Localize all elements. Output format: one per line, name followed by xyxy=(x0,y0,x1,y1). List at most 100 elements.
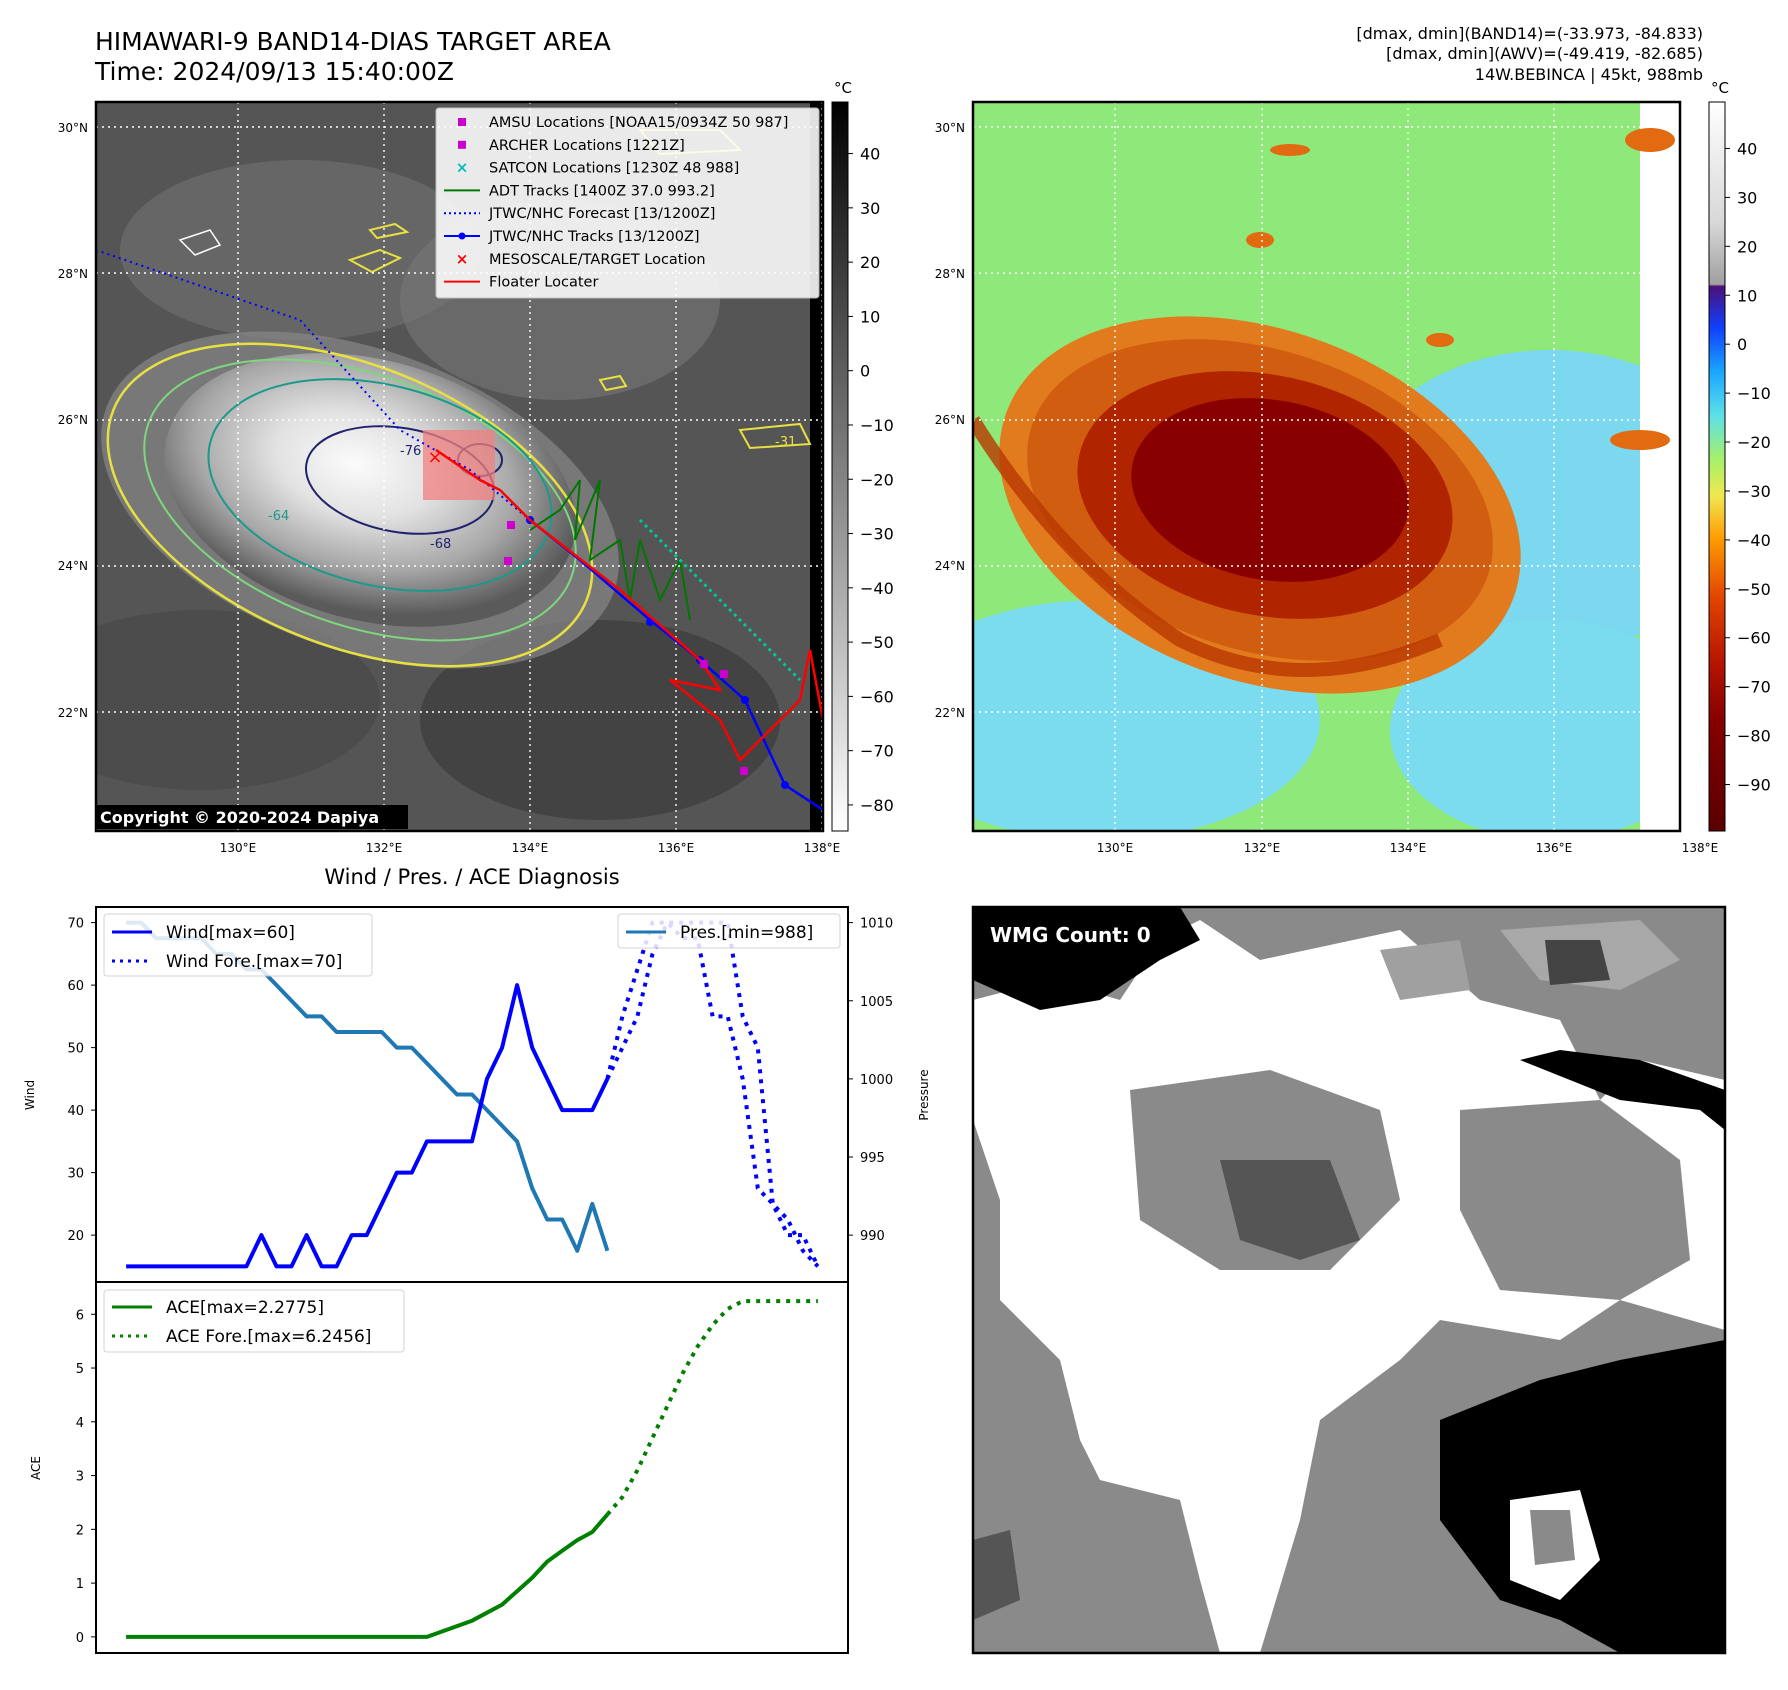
aceTicks-label-5: 1 xyxy=(76,1577,84,1592)
legend-marker-6: × xyxy=(456,250,469,268)
legend-label-7: Floater Locater xyxy=(489,275,598,291)
amsu-archer-markers xyxy=(504,521,748,775)
legend-label-2: SATCON Locations [1230Z 48 988] xyxy=(489,161,739,177)
wind-legend: Wind[max=60] Wind Fore.[max=70] xyxy=(103,913,373,977)
legend-marker-0 xyxy=(458,118,466,126)
map1-lat-labels: 30°N 28°N 26°N 24°N 22°N xyxy=(58,121,88,720)
aceTicks-label-4: 2 xyxy=(76,1523,84,1538)
svg-text:22°N: 22°N xyxy=(58,706,88,720)
grayTicks-label-12: −80 xyxy=(860,796,894,815)
legend-ace-label: ACE[max=2.2775] xyxy=(166,1298,324,1318)
map2-gridlines xyxy=(973,102,1680,831)
aceTicks-label-1: 5 xyxy=(76,1362,84,1377)
svg-text:26°N: 26°N xyxy=(935,413,965,427)
colorTicks-label-13: −90 xyxy=(1737,776,1771,795)
svg-text:22°N: 22°N xyxy=(935,706,965,720)
legend-label-3: ADT Tracks [1400Z 37.0 993.2] xyxy=(489,183,715,199)
pressure-axis-label: Pressure xyxy=(917,1069,931,1120)
storm-core xyxy=(1131,398,1409,582)
grayTicks-label-3: 10 xyxy=(860,307,880,326)
colorTicks-label-1: 30 xyxy=(1737,188,1757,207)
svg-text:130°E: 130°E xyxy=(220,841,257,855)
svg-text:130°E: 130°E xyxy=(1097,841,1134,855)
grayTicks-label-8: −40 xyxy=(860,579,894,598)
wmg-count-badge xyxy=(980,918,1170,952)
legend-label-6: MESOSCALE/TARGET Location xyxy=(489,252,706,268)
colorTicks-label-7: −30 xyxy=(1737,482,1771,501)
copyright-box xyxy=(96,805,408,829)
svg-text:24°N: 24°N xyxy=(58,559,88,573)
svg-text:°C: °C xyxy=(834,79,852,97)
colorTicks-label-4: 0 xyxy=(1737,335,1747,354)
colorTicks-label-9: −50 xyxy=(1737,580,1771,599)
svg-text:134°E: 134°E xyxy=(1390,841,1427,855)
contour-label-2: -64 xyxy=(268,509,289,524)
contour-label-3: -68 xyxy=(430,537,451,552)
ace-legend: ACE[max=2.2775] ACE Fore.[max=6.2456] xyxy=(103,1289,405,1353)
pressure-right-ticks: 1010 1005 1000 995 990 xyxy=(848,917,893,1244)
svg-text:134°E: 134°E xyxy=(512,841,549,855)
windTicksR-label-2: 1000 xyxy=(860,1073,893,1088)
storm-cloud-mass xyxy=(164,353,576,627)
svg-text:30°N: 30°N xyxy=(935,121,965,135)
legend-wind-label: Wind[max=60] xyxy=(166,923,295,943)
svg-text:132°E: 132°E xyxy=(1244,841,1281,855)
legend-marker-1 xyxy=(458,140,466,149)
svg-text:30°N: 30°N xyxy=(58,121,88,135)
colorbar-gray: °C 40 30 20 10 0 −10 −20 −30 −40 −50 −60 −70 −80 xyxy=(831,79,894,832)
outer-rainband xyxy=(973,416,1443,677)
map2-frame xyxy=(971,100,1682,833)
grayTicks-label-6: −20 xyxy=(860,470,894,489)
target-marker: × xyxy=(427,447,442,468)
colorTicks-label-0: 40 xyxy=(1737,139,1757,158)
grayTicks-label-2: 20 xyxy=(860,253,880,272)
wind-axis-label: Wind xyxy=(23,1080,37,1110)
svg-text:138°E: 138°E xyxy=(1682,841,1719,855)
wmg-panel: WMG Count: 0 xyxy=(973,907,1725,1653)
contour-green xyxy=(143,358,577,642)
aceTicks-label-0: 6 xyxy=(76,1308,84,1323)
windTicksL-label-5: 20 xyxy=(67,1229,84,1244)
grayTicks-label-4: 0 xyxy=(860,362,870,381)
legend-label-0: AMSU Locations [NOAA15/0934Z 50 987] xyxy=(489,115,788,131)
svg-text:26°N: 26°N xyxy=(58,413,88,427)
windTicksL-label-4: 30 xyxy=(67,1167,84,1182)
wmg-count-label: WMG Count: 0 xyxy=(990,923,1151,947)
grayTicks-label-5: −10 xyxy=(860,416,894,435)
legend-pres-label: Pres.[min=988] xyxy=(680,923,813,943)
contour-teal xyxy=(207,378,553,592)
legend-label-1: ARCHER Locations [1221Z] xyxy=(489,138,685,154)
svg-text:28°N: 28°N xyxy=(935,267,965,281)
colorTicks-label-11: −70 xyxy=(1737,678,1771,697)
windTicksR-label-4: 990 xyxy=(860,1229,885,1244)
legend-marker-dot-5 xyxy=(458,232,466,240)
contour-yellow xyxy=(106,342,594,668)
colorTicks-label-3: 10 xyxy=(1737,286,1757,305)
wind-left-ticks: 70 60 50 40 30 20 xyxy=(67,917,96,1244)
map1-frame xyxy=(94,100,825,833)
wmg-dark-region xyxy=(1220,1160,1360,1260)
floater-locater xyxy=(435,448,823,763)
svg-text:136°E: 136°E xyxy=(1536,841,1573,855)
adt-track xyxy=(529,479,691,621)
aceTicks-label-6: 0 xyxy=(76,1631,84,1646)
storm-info: 14W.BEBINCA | 45kt, 988mb xyxy=(1475,65,1703,84)
windTicksL-label-2: 50 xyxy=(67,1042,84,1057)
colorTicks-label-2: 20 xyxy=(1737,237,1757,256)
map2-lat-labels: 30°N 28°N 26°N 24°N 22°N xyxy=(935,121,965,720)
contour-label-4: -31 xyxy=(775,435,796,450)
grayTicks-label-11: −70 xyxy=(860,742,894,761)
svg-text:138°E: 138°E xyxy=(804,841,841,855)
aceTicks-label-3: 3 xyxy=(76,1470,84,1485)
ace-left-ticks: 6 5 4 3 2 1 0 xyxy=(76,1308,96,1646)
band14-range: [dmax, dmin](BAND14)=(-33.973, -84.833) xyxy=(1356,24,1703,43)
colorbar-color: °C 40 30 20 10 0 −10 −20 −30 −40 −50 −60 −70 −80 −90 xyxy=(1708,79,1771,832)
aceTicks-label-2: 4 xyxy=(76,1416,84,1431)
awv-range: [dmax, dmin](AWV)=(-49.419, -82.685) xyxy=(1386,44,1703,63)
windTicksR-label-3: 995 xyxy=(860,1151,885,1166)
figure-time: Time: 2024/09/13 15:40:00Z xyxy=(94,57,454,86)
windTicksL-label-1: 60 xyxy=(67,979,84,994)
grayTicks-label-9: −50 xyxy=(860,633,894,652)
copyright-text: Copyright © 2020-2024 Dapiya xyxy=(100,808,379,827)
ace-lines xyxy=(125,1299,819,1639)
